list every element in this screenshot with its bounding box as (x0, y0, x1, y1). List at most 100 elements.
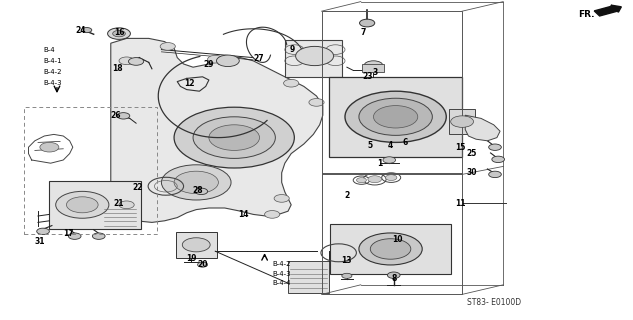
Text: 31: 31 (35, 237, 45, 246)
Circle shape (489, 144, 501, 150)
Text: 9: 9 (290, 45, 295, 54)
Text: 21: 21 (114, 199, 124, 208)
Circle shape (364, 61, 383, 70)
Circle shape (385, 175, 397, 180)
Circle shape (368, 176, 382, 183)
Circle shape (66, 197, 98, 213)
Circle shape (56, 191, 109, 218)
Circle shape (195, 188, 208, 195)
Text: 20: 20 (197, 260, 208, 269)
Circle shape (37, 228, 49, 235)
Text: 2: 2 (344, 191, 349, 200)
Circle shape (197, 262, 208, 267)
Circle shape (296, 46, 334, 66)
Circle shape (40, 142, 59, 152)
Circle shape (359, 98, 432, 135)
Text: 28: 28 (193, 186, 203, 195)
Text: 1: 1 (377, 159, 382, 168)
Bar (449, 109, 475, 134)
Circle shape (265, 211, 280, 218)
Circle shape (360, 19, 375, 27)
Circle shape (387, 272, 400, 278)
Circle shape (373, 106, 418, 128)
Text: 23: 23 (362, 72, 372, 81)
Circle shape (309, 99, 324, 106)
Text: 16: 16 (114, 28, 124, 36)
Circle shape (370, 239, 411, 259)
Circle shape (489, 171, 501, 178)
Polygon shape (111, 38, 323, 222)
Circle shape (193, 117, 275, 158)
Circle shape (119, 201, 134, 209)
Text: B-4-4: B-4-4 (272, 280, 291, 286)
Text: B-4-2: B-4-2 (272, 261, 291, 267)
Text: 30: 30 (467, 168, 477, 177)
Text: 5: 5 (368, 141, 373, 150)
Circle shape (82, 28, 92, 33)
Circle shape (208, 55, 223, 63)
Circle shape (108, 28, 130, 39)
Circle shape (161, 165, 231, 200)
Circle shape (113, 30, 125, 37)
Bar (330, 224, 451, 274)
Text: FR.: FR. (579, 10, 595, 19)
Circle shape (492, 156, 505, 163)
Text: 19: 19 (186, 254, 196, 263)
Circle shape (284, 79, 299, 87)
Circle shape (182, 238, 210, 252)
Circle shape (209, 125, 260, 150)
Text: 8: 8 (391, 274, 396, 283)
Text: 6: 6 (403, 138, 408, 147)
Text: ST83- E0100D: ST83- E0100D (467, 298, 521, 307)
Circle shape (68, 233, 81, 239)
Circle shape (342, 273, 352, 278)
Circle shape (128, 58, 144, 65)
Circle shape (274, 195, 289, 202)
FancyArrow shape (594, 5, 622, 16)
Text: 12: 12 (185, 79, 195, 88)
Bar (362, 64, 384, 72)
Text: 10: 10 (392, 236, 403, 244)
Text: 14: 14 (239, 210, 249, 219)
Bar (285, 40, 342, 77)
Text: 26: 26 (110, 111, 120, 120)
Text: B-4-2: B-4-2 (43, 69, 61, 75)
Text: 15: 15 (455, 143, 465, 152)
Text: B-4-1: B-4-1 (43, 58, 61, 64)
Bar (288, 261, 329, 293)
Bar (322, 11, 462, 174)
Circle shape (119, 57, 134, 65)
Bar (49, 181, 141, 229)
Circle shape (383, 157, 396, 163)
Text: B-4: B-4 (43, 47, 54, 52)
Text: 3: 3 (372, 68, 377, 76)
Bar (176, 232, 217, 258)
Text: 18: 18 (112, 64, 122, 73)
Text: 24: 24 (76, 26, 86, 35)
Text: B-4-3: B-4-3 (272, 271, 291, 276)
Circle shape (92, 233, 105, 239)
Circle shape (359, 233, 422, 265)
Text: 11: 11 (456, 199, 466, 208)
Text: B-4-3: B-4-3 (43, 80, 61, 86)
Bar (322, 173, 462, 294)
Polygon shape (465, 115, 500, 141)
Circle shape (216, 55, 239, 67)
Bar (329, 77, 462, 157)
Circle shape (356, 178, 367, 183)
Circle shape (174, 171, 218, 194)
Circle shape (345, 91, 446, 142)
Bar (24, 107, 157, 234)
Circle shape (117, 113, 130, 119)
Circle shape (451, 116, 473, 127)
Text: 29: 29 (204, 60, 214, 68)
Text: 7: 7 (360, 28, 365, 36)
Text: 4: 4 (388, 141, 393, 150)
Text: 22: 22 (133, 183, 143, 192)
Circle shape (174, 107, 294, 168)
Text: 27: 27 (253, 54, 263, 63)
Text: 25: 25 (467, 149, 477, 158)
Text: 17: 17 (63, 229, 73, 238)
Text: 13: 13 (342, 256, 352, 265)
Circle shape (160, 43, 175, 50)
